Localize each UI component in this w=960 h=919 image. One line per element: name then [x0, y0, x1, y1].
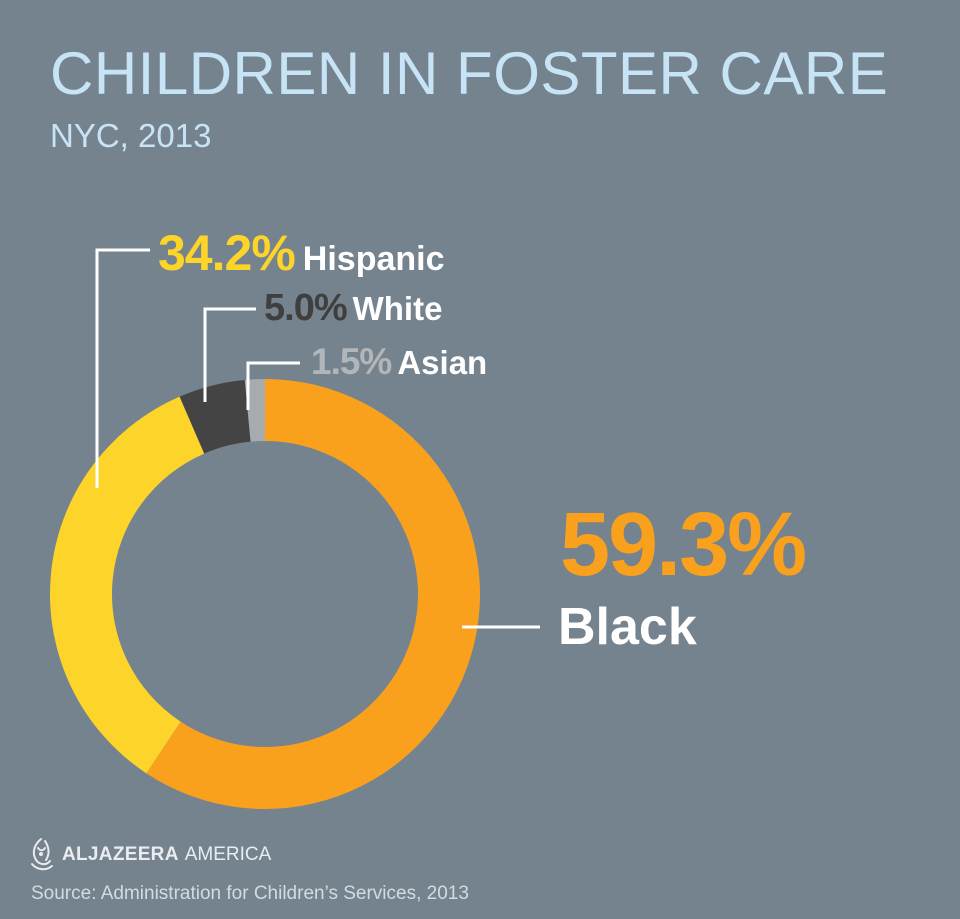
label-hispanic-pct: 34.2% [158, 225, 295, 281]
label-white-name: White [353, 290, 443, 327]
label-black-name: Black [558, 601, 697, 653]
brand-logo: ALJAZEERA AMERICA [26, 836, 271, 874]
label-asian-name: Asian [397, 344, 487, 381]
brand-name-light: AMERICA [185, 844, 272, 866]
al-jazeera-logo-icon [26, 836, 56, 874]
source-note: Source: Administration for Children’s Se… [31, 883, 469, 905]
label-asian: 1.5%Asian [311, 343, 487, 380]
donut-slices [50, 379, 480, 809]
label-white-pct: 5.0% [264, 287, 347, 329]
label-black-pct: 59.3% [560, 500, 805, 590]
label-white: 5.0%White [264, 289, 442, 327]
label-hispanic: 34.2%Hispanic [158, 228, 445, 278]
slice-hispanic [50, 397, 204, 774]
label-hispanic-name: Hispanic [303, 240, 445, 278]
brand-name-bold: ALJAZEERA [62, 844, 179, 866]
label-asian-pct: 1.5% [311, 341, 391, 382]
